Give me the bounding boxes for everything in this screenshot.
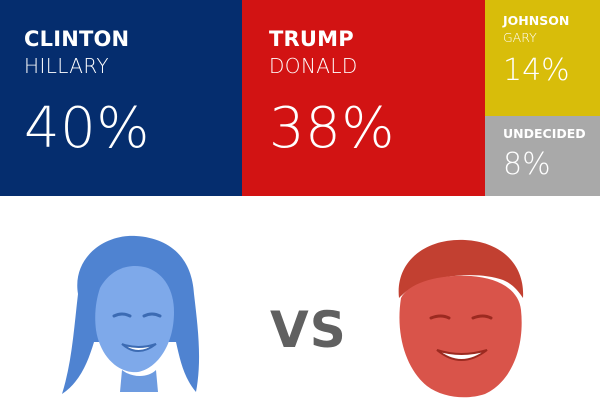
- clinton-panel: CLINTON HILLARY 40%: [0, 0, 242, 196]
- trump-photo: [398, 239, 524, 398]
- clinton-percent: 40%: [24, 96, 150, 161]
- clinton-face-icon: [95, 266, 174, 373]
- versus-label: VS: [270, 301, 347, 359]
- trump-first-name: DONALD: [269, 54, 358, 78]
- trump-face-icon: [399, 275, 522, 398]
- johnson-percent: 14%: [503, 53, 570, 88]
- undecided-panel: UNDECIDED 8%: [485, 116, 600, 196]
- trump-panel: TRUMP DONALD 38%: [242, 0, 485, 196]
- trump-hair-icon: [398, 239, 524, 298]
- trump-smile-icon: [436, 349, 488, 361]
- clinton-smile-icon: [121, 343, 157, 352]
- johnson-first-name: GARY: [503, 30, 537, 45]
- trump-eyes-icon: [429, 314, 493, 320]
- johnson-panel: JOHNSON GARY 14%: [485, 0, 600, 116]
- clinton-photo: [62, 235, 200, 394]
- johnson-last-name: JOHNSON: [503, 13, 570, 28]
- undecided-percent: 8%: [503, 147, 551, 182]
- clinton-last-name: CLINTON: [24, 27, 130, 51]
- clinton-first-name: HILLARY: [24, 54, 109, 78]
- undecided-label: UNDECIDED: [503, 126, 586, 141]
- clinton-eyes-icon: [112, 312, 162, 318]
- trump-last-name: TRUMP: [269, 27, 354, 51]
- trump-percent: 38%: [269, 96, 395, 161]
- clinton-neck-icon: [120, 370, 158, 392]
